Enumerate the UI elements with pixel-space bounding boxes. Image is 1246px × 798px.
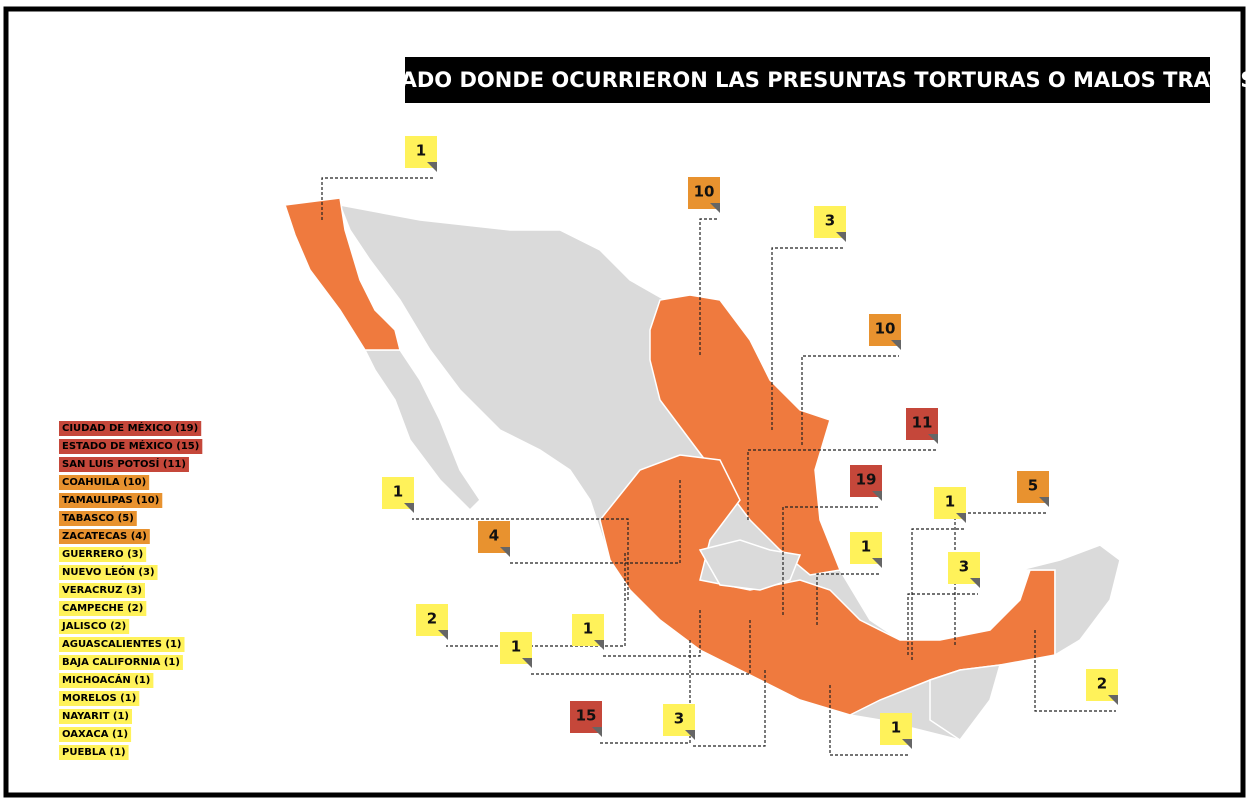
leader-line xyxy=(508,480,681,564)
legend-label: TAMAULIPAS (10) xyxy=(62,495,159,506)
callout-value: 5 xyxy=(1028,477,1038,495)
callout-tab xyxy=(427,162,437,172)
callout-value: 1 xyxy=(416,142,426,160)
legend-label: SAN LUIS POTOSÍ (11) xyxy=(62,457,186,470)
leader-line xyxy=(829,685,910,756)
callout-tab xyxy=(522,658,532,668)
callout-tab xyxy=(710,203,720,213)
callout-value: 10 xyxy=(875,320,896,338)
legend-swatch xyxy=(59,691,140,706)
legend-label: OAXACA (1) xyxy=(62,729,128,740)
legend-label: MORELOS (1) xyxy=(62,693,136,704)
legend-swatch xyxy=(59,565,158,580)
callout-tab xyxy=(928,434,938,444)
callout-value: 1 xyxy=(393,483,403,501)
legend-label: VERACRUZ (3) xyxy=(62,585,142,596)
title: ESTADO DONDE OCURRIERON LAS PRESUNTAS TO… xyxy=(358,68,1246,92)
legend-swatch xyxy=(59,709,132,724)
callout-tab xyxy=(685,730,695,740)
frame xyxy=(3,6,1246,798)
callout-value: 1 xyxy=(891,719,901,737)
leader-line xyxy=(911,528,964,660)
legend-label: MICHOACÁN (1) xyxy=(62,673,150,686)
legend-label: ZACATECAS (4) xyxy=(62,531,147,542)
callout-tab xyxy=(404,503,414,513)
legend-swatch xyxy=(59,439,203,454)
leader-line xyxy=(771,247,844,430)
leader-line xyxy=(699,218,718,355)
callout-value: 3 xyxy=(825,212,835,230)
legend-swatch xyxy=(59,673,154,688)
legend-label: AGUASCALIENTES (1) xyxy=(62,639,182,650)
legend-swatch xyxy=(59,457,189,472)
legend-label: COAHUILA (10) xyxy=(62,477,146,488)
legend-swatch xyxy=(59,655,183,670)
callout-tab xyxy=(438,630,448,640)
legend-label: TABASCO (5) xyxy=(62,513,134,524)
leader-line xyxy=(602,610,701,657)
leader-line xyxy=(693,670,766,747)
callout-value: 19 xyxy=(856,471,877,489)
callout-tab xyxy=(500,547,510,557)
leader-line xyxy=(907,593,978,655)
callout-value: 1 xyxy=(945,493,955,511)
leader-line xyxy=(530,620,751,675)
callout-tab xyxy=(836,232,846,242)
callout-value: 10 xyxy=(694,183,715,201)
leader-line xyxy=(816,573,880,625)
legend-label: PUEBLA (1) xyxy=(62,747,126,758)
callout-tab xyxy=(872,558,882,568)
callout-value: 1 xyxy=(511,638,521,656)
callout-tab xyxy=(970,578,980,588)
legend-swatch xyxy=(59,493,163,508)
legend-swatch xyxy=(59,727,132,742)
legend-label: GUERRERO (3) xyxy=(62,549,143,560)
leader-line xyxy=(1034,630,1116,712)
callout-tab xyxy=(872,491,882,501)
legend-label: JALISCO (2) xyxy=(61,621,126,632)
callout-value: 3 xyxy=(674,710,684,728)
callout-value: 2 xyxy=(1097,675,1107,693)
legend-swatch xyxy=(59,583,145,598)
legend-swatch xyxy=(59,529,150,544)
legend-swatch xyxy=(59,547,147,562)
leader-line xyxy=(412,518,629,600)
title-bar xyxy=(405,57,1210,103)
map xyxy=(283,197,1121,742)
legend-swatch xyxy=(59,745,129,760)
callout-value: 2 xyxy=(427,610,437,628)
callout-value: 3 xyxy=(959,558,969,576)
callout-tab xyxy=(891,340,901,350)
legend-label: NAYARIT (1) xyxy=(62,711,129,722)
callout-tab xyxy=(956,513,966,523)
legend-label: CAMPECHE (2) xyxy=(62,603,143,614)
legend-swatch xyxy=(59,637,185,652)
leader-line xyxy=(782,506,880,615)
legend-swatch xyxy=(59,601,147,616)
callout-tab xyxy=(902,739,912,749)
legend-swatch xyxy=(59,421,202,436)
callout-tab xyxy=(594,640,604,650)
callout-tab xyxy=(592,727,602,737)
leader-line xyxy=(321,177,435,220)
callout-value: 1 xyxy=(583,620,593,638)
callout-value: 15 xyxy=(576,707,597,725)
leader-line xyxy=(600,640,691,744)
legend-swatch xyxy=(59,619,130,634)
leader-line xyxy=(747,449,936,520)
legend-label: BAJA CALIFORNIA (1) xyxy=(62,657,180,668)
legend-label: CIUDAD DE MÉXICO (19) xyxy=(62,421,198,434)
legend-label: ESTADO DE MÉXICO (15) xyxy=(62,439,199,452)
callout-tab xyxy=(1108,695,1118,705)
legend-swatch xyxy=(59,511,137,526)
callout-value: 1 xyxy=(861,538,871,556)
callout-value: 4 xyxy=(489,527,499,545)
callout-tab xyxy=(1039,497,1049,507)
legend-swatch xyxy=(59,475,150,490)
legend-label: NUEVO LEÓN (3) xyxy=(62,565,155,578)
callout-value: 11 xyxy=(912,414,933,432)
